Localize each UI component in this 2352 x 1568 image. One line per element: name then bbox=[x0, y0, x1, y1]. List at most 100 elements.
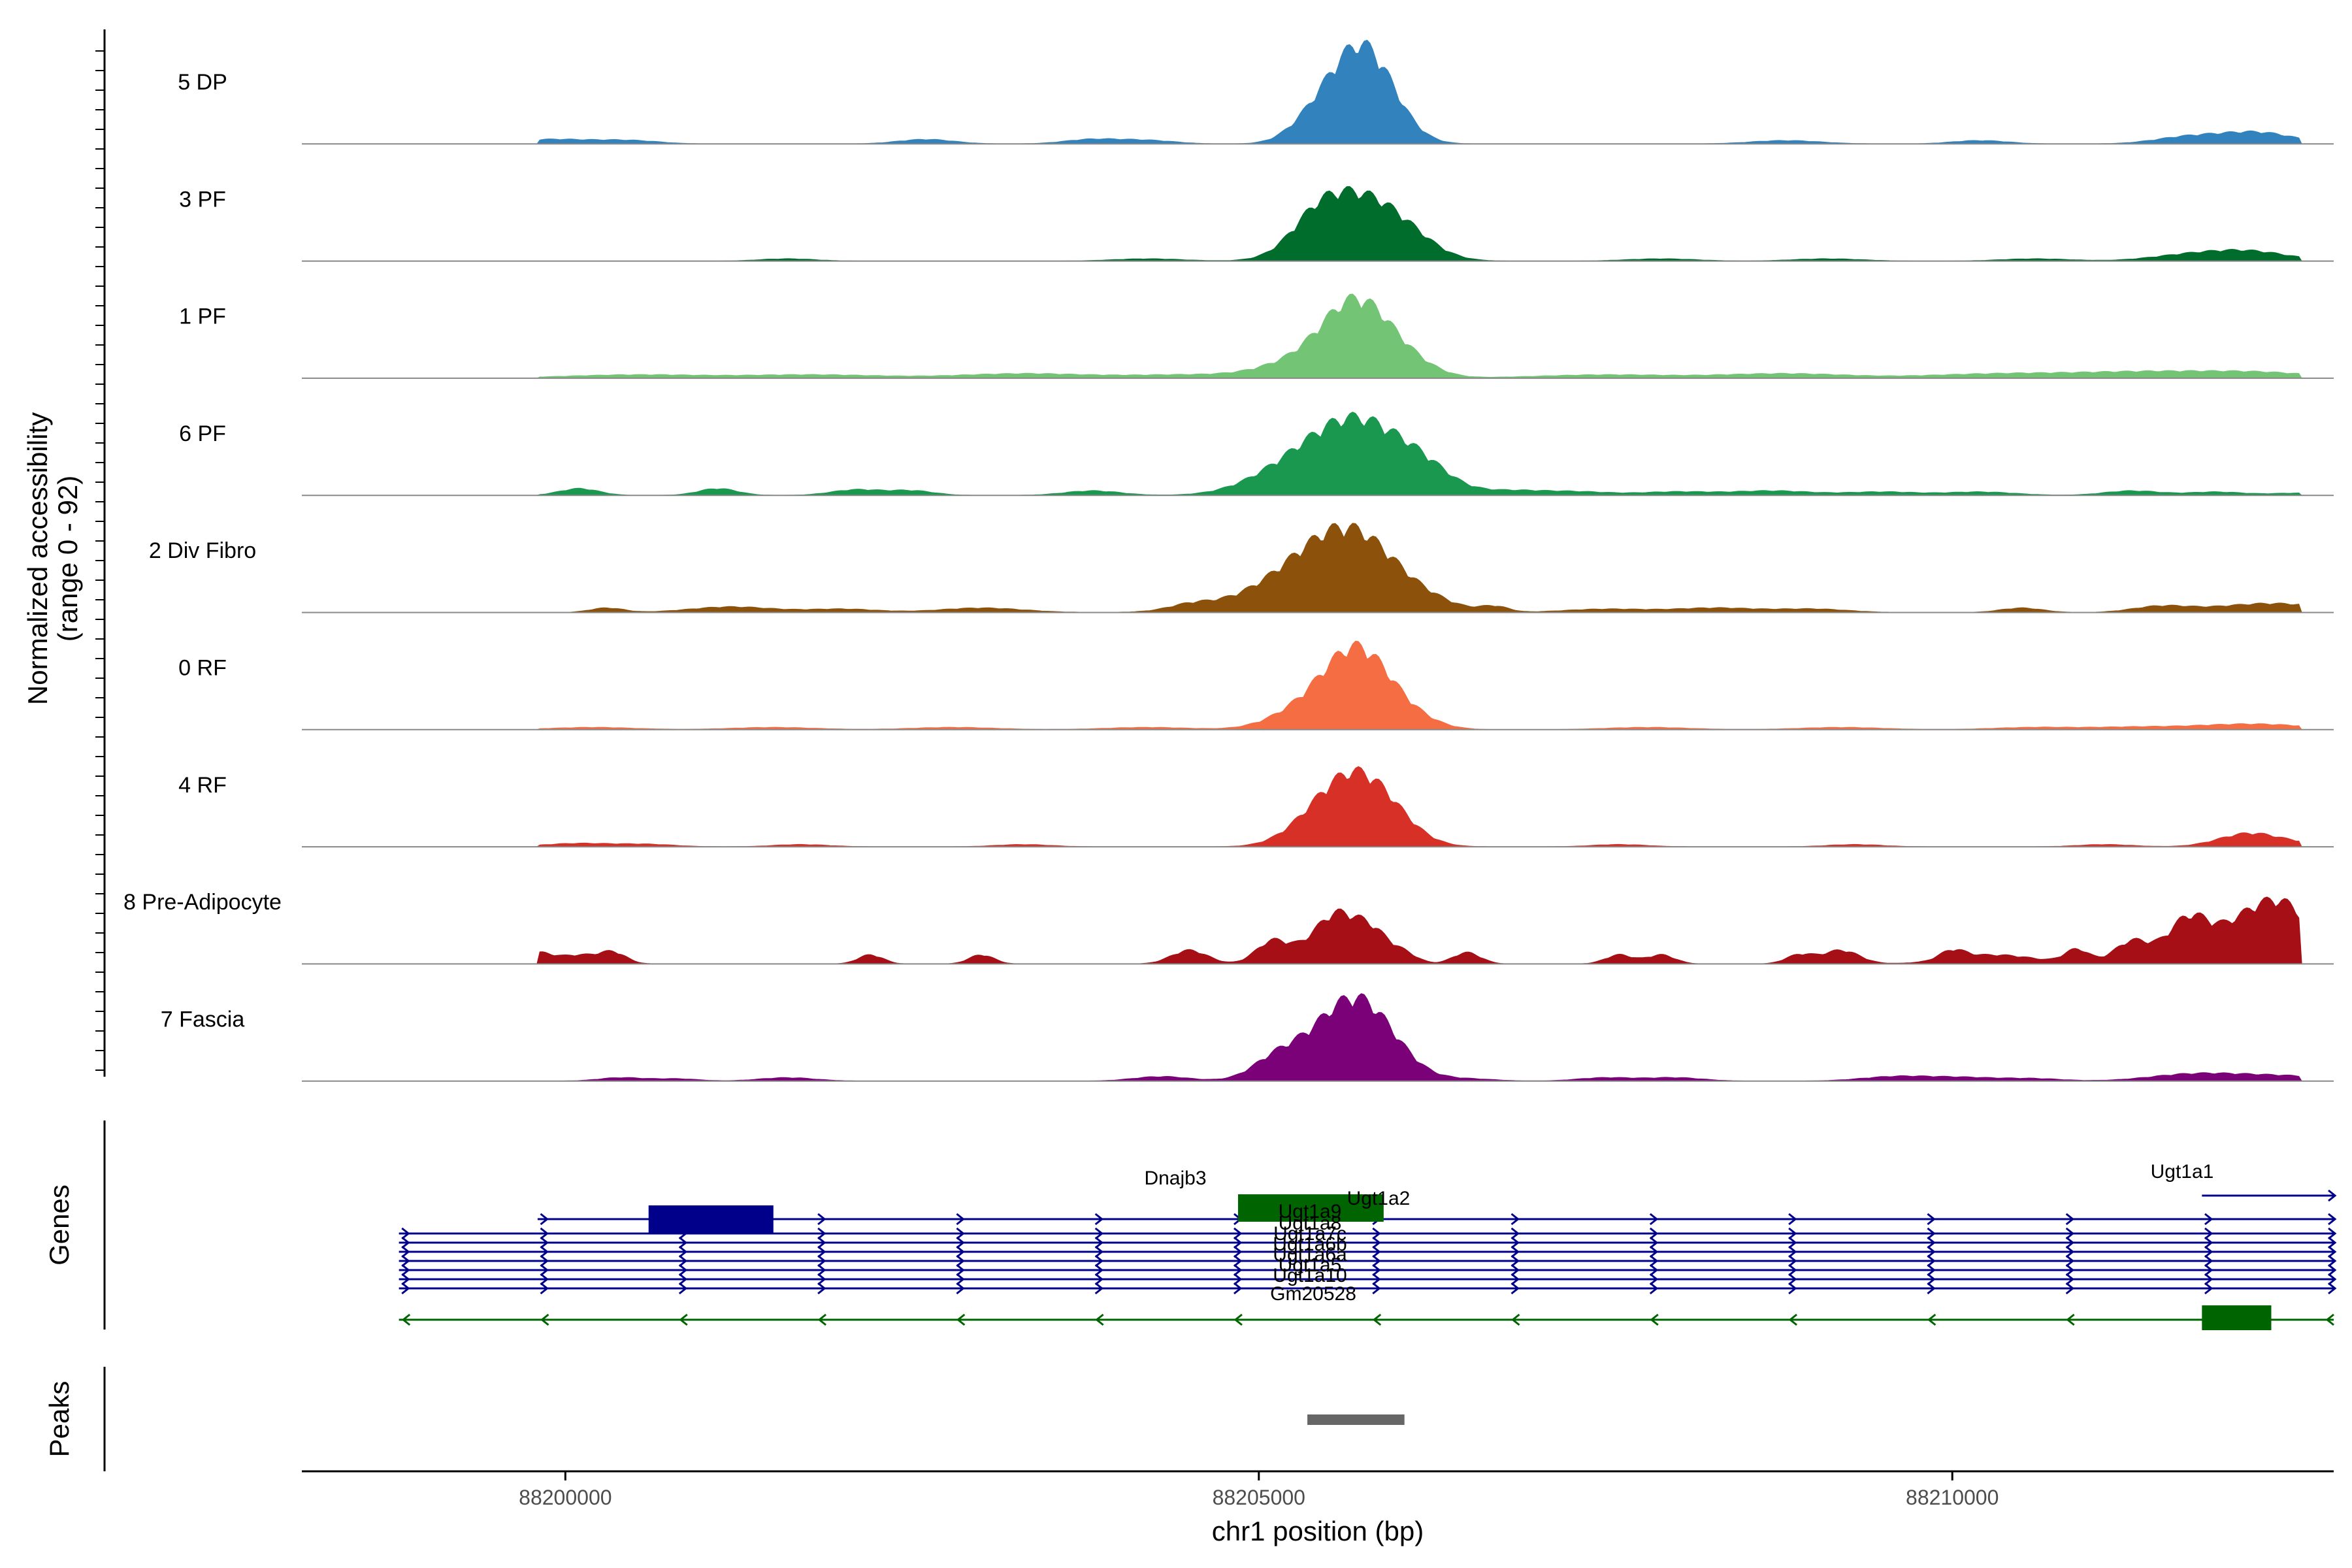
x-axis-title: chr1 position (bp) bbox=[1212, 1516, 1424, 1546]
strand-arrow bbox=[2328, 1245, 2337, 1258]
strand-chevron bbox=[401, 1254, 410, 1267]
gene-label: Ugt1a2 bbox=[1347, 1188, 1411, 1209]
strand-chevron bbox=[1511, 1236, 1520, 1249]
coverage-area bbox=[302, 39, 2334, 144]
strand-chevron bbox=[1233, 1254, 1243, 1267]
y-axis-ticks bbox=[95, 50, 105, 1071]
genes-track: Dnajb3Ugt1a2Ugt1a9Ugt1a8Ugt1a7cUgt1a6bUg… bbox=[399, 1161, 2337, 1330]
gene-label: Ugt1a5 bbox=[1279, 1254, 1342, 1276]
strand-chevron bbox=[401, 1264, 410, 1277]
strand-chevron bbox=[2204, 1282, 2213, 1295]
strand-chevron bbox=[817, 1236, 826, 1249]
strand-chevron bbox=[817, 1245, 826, 1258]
strand-chevron bbox=[2204, 1213, 2213, 1226]
strand-chevron bbox=[2065, 1264, 2075, 1277]
strand-chevron bbox=[956, 1313, 966, 1326]
strand-chevron bbox=[1511, 1273, 1520, 1286]
strand-chevron bbox=[1233, 1282, 1243, 1295]
coverage-tracks: 5 DP 3 PF 1 PF 6 PF 2 Div Fibro 0 RF 4 RF 8 Pre… bbox=[123, 39, 2334, 1082]
strand-arrow bbox=[2328, 1254, 2337, 1267]
strand-chevron bbox=[1372, 1254, 1381, 1267]
strand-chevron bbox=[2065, 1282, 2075, 1295]
track-4-rf: 4 RF bbox=[178, 766, 2334, 848]
track-0-rf: 0 RF bbox=[178, 640, 2334, 730]
coverage-area bbox=[302, 523, 2334, 613]
strand-arrow bbox=[2328, 1273, 2337, 1286]
strand-chevron bbox=[956, 1254, 965, 1267]
gene-label: Ugt1a9 bbox=[1279, 1201, 1342, 1222]
strand-chevron bbox=[678, 1264, 688, 1277]
track-label: 6 PF bbox=[179, 421, 226, 446]
strand-chevron bbox=[1094, 1264, 1104, 1277]
strand-chevron bbox=[956, 1227, 965, 1240]
strand-chevron bbox=[2204, 1264, 2213, 1277]
track-label: 0 RF bbox=[178, 656, 227, 681]
track-label: 1 PF bbox=[179, 304, 226, 329]
strand-chevron bbox=[1788, 1236, 1797, 1249]
y-axis-title-line1: Normalized accessibility bbox=[22, 412, 53, 705]
strand-chevron bbox=[817, 1213, 826, 1226]
strand-chevron bbox=[540, 1245, 549, 1258]
y-axis-title-line2: (range 0 - 92) bbox=[52, 476, 83, 642]
strand-chevron bbox=[1927, 1236, 1936, 1249]
strand-chevron bbox=[1927, 1273, 1936, 1286]
strand-chevron bbox=[1094, 1254, 1104, 1267]
strand-chevron bbox=[678, 1254, 688, 1267]
gene-transcript bbox=[537, 1205, 2337, 1233]
gene-transcript bbox=[399, 1227, 2337, 1240]
genes-track-title: Genes bbox=[44, 1184, 74, 1266]
strand-chevron bbox=[2065, 1227, 2075, 1240]
gene-transcript bbox=[399, 1264, 2337, 1277]
strand-arrow bbox=[2328, 1236, 2337, 1249]
strand-chevron bbox=[2065, 1236, 2075, 1249]
strand-chevron bbox=[2204, 1245, 2213, 1258]
strand-chevron bbox=[1372, 1264, 1381, 1277]
peaks-track bbox=[1307, 1414, 1405, 1425]
gene-transcript bbox=[399, 1245, 2337, 1258]
strand-chevron bbox=[1650, 1313, 1659, 1326]
track-1-pf: 1 PF bbox=[179, 293, 2334, 379]
strand-chevron bbox=[540, 1227, 549, 1240]
gene-label: Ugt1a7c bbox=[1273, 1223, 1347, 1245]
track-label: 2 Div Fibro bbox=[149, 538, 256, 563]
strand-chevron bbox=[1511, 1282, 1520, 1295]
strand-chevron bbox=[1649, 1264, 1659, 1277]
track-label: 3 PF bbox=[179, 187, 226, 212]
strand-chevron bbox=[817, 1282, 826, 1295]
x-axis-ticks: 88200000 88205000 88210000 bbox=[519, 1471, 1999, 1509]
strand-chevron bbox=[1788, 1227, 1797, 1240]
exon-block bbox=[648, 1205, 774, 1233]
strand-chevron bbox=[956, 1245, 965, 1258]
strand-chevron bbox=[1511, 1313, 1520, 1326]
strand-chevron bbox=[2204, 1254, 2213, 1267]
strand-chevron bbox=[540, 1213, 549, 1226]
coverage-area bbox=[302, 293, 2334, 379]
strand-arrow bbox=[2328, 1227, 2337, 1240]
strand-chevron bbox=[1094, 1282, 1104, 1295]
strand-chevron bbox=[1927, 1213, 1936, 1226]
strand-chevron bbox=[2065, 1273, 2075, 1286]
strand-chevron bbox=[1788, 1313, 1798, 1326]
strand-chevron bbox=[1094, 1245, 1104, 1258]
strand-chevron bbox=[1927, 1254, 1936, 1267]
gene-transcript bbox=[399, 1236, 2337, 1249]
strand-chevron bbox=[2204, 1236, 2213, 1249]
strand-chevron bbox=[1233, 1245, 1243, 1258]
strand-chevron bbox=[1511, 1227, 1520, 1240]
strand-chevron bbox=[1927, 1245, 1936, 1258]
strand-chevron bbox=[1788, 1273, 1797, 1286]
gene-label: Gm20528 bbox=[1270, 1283, 1356, 1305]
strand-chevron bbox=[678, 1236, 688, 1249]
strand-chevron bbox=[1649, 1254, 1659, 1267]
strand-arrow bbox=[2328, 1213, 2337, 1226]
x-tick-label: 88200000 bbox=[519, 1486, 612, 1509]
strand-chevron bbox=[1372, 1313, 1382, 1326]
strand-chevron bbox=[1927, 1264, 1936, 1277]
strand-chevron bbox=[817, 1264, 826, 1277]
coverage-area bbox=[302, 993, 2334, 1082]
strand-chevron bbox=[1511, 1245, 1520, 1258]
strand-chevron bbox=[1511, 1264, 1520, 1277]
strand-chevron bbox=[678, 1245, 688, 1258]
